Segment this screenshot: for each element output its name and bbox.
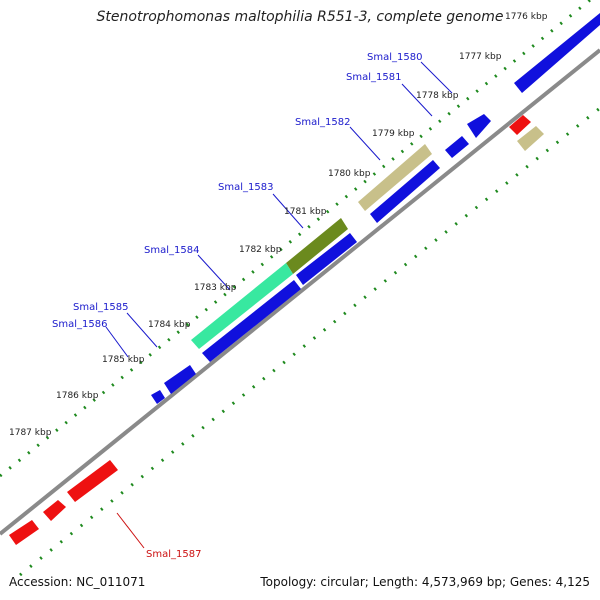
ruler-dotted-line-lower	[19, 106, 600, 577]
leader-line-smal-1582	[349, 126, 381, 161]
ruler-dotted-line-upper	[0, 0, 593, 478]
ruler-label-1781: 1781 kbp	[284, 207, 327, 217]
accession-text: Accession: NC_011071	[9, 575, 146, 589]
ruler-label-1783: 1783 kbp	[194, 283, 237, 293]
gene-feature-smal-1587-a[interactable]	[67, 460, 118, 502]
leader-line-smal-1585	[126, 312, 158, 348]
gene-feature-smal-1587-c[interactable]	[9, 520, 39, 545]
gene-label-smal-1580[interactable]: Smal_1580	[367, 52, 422, 63]
gene-label-smal-1582[interactable]: Smal_1582	[295, 117, 350, 128]
gene-feature-smal-1581[interactable]	[445, 136, 469, 158]
map-title: Stenotrophomonas maltophilia R551-3, com…	[96, 9, 504, 25]
leader-line-smal-1584	[197, 254, 231, 291]
leader-line-smal-1587	[116, 512, 145, 549]
ruler-label-1782: 1782 kbp	[239, 245, 282, 255]
gene-feature-smal-1582[interactable]	[358, 144, 432, 211]
gene-label-smal-1587[interactable]: Smal_1587	[146, 549, 201, 560]
leader-line-smal-1581	[401, 83, 433, 117]
gene-feature-smal-1587-b[interactable]	[43, 500, 66, 521]
ruler-label-1779: 1779 kbp	[372, 129, 415, 139]
genome-summary-text: Topology: circular; Length: 4,573,969 bp…	[260, 575, 590, 589]
genome-backbone	[0, 48, 600, 536]
gene-feature-smal-1586[interactable]	[151, 390, 165, 404]
gene-label-smal-1583[interactable]: Smal_1583	[218, 182, 273, 193]
gene-label-smal-1584[interactable]: Smal_1584	[144, 245, 199, 256]
ruler-label-1785: 1785 kbp	[102, 355, 145, 365]
gene-feature-reverse-tan[interactable]	[517, 126, 544, 151]
leader-line-smal-1583	[272, 193, 304, 229]
leader-line-smal-1580	[420, 61, 453, 94]
leader-line-smal-1586	[105, 326, 129, 358]
gene-feature-smal-1583-forward[interactable]	[296, 233, 357, 285]
gene-feature-smal-1585[interactable]	[164, 365, 196, 394]
gene-feature-smal-1580[interactable]	[467, 114, 491, 138]
ruler-label-1776: 1776 kbp	[505, 12, 548, 22]
gene-label-smal-1581[interactable]: Smal_1581	[346, 72, 401, 83]
ruler-label-1786: 1786 kbp	[56, 391, 99, 401]
ruler-label-1787: 1787 kbp	[9, 428, 52, 438]
ruler-label-1778: 1778 kbp	[416, 91, 459, 101]
gene-feature-smal-1584[interactable]	[191, 263, 293, 349]
ruler-label-1784: 1784 kbp	[148, 320, 191, 330]
ruler-label-1780: 1780 kbp	[328, 169, 371, 179]
ruler-label-1777: 1777 kbp	[459, 52, 502, 62]
gene-feature-smal-1583[interactable]	[286, 218, 348, 274]
gene-feature-smal-1584-forward[interactable]	[202, 280, 301, 362]
gene-feature-top-right[interactable]	[514, 13, 600, 93]
gene-feature-reverse-top[interactable]	[509, 115, 531, 135]
gene-label-smal-1585[interactable]: Smal_1585	[73, 302, 128, 313]
gene-feature-smal-1582-forward[interactable]	[370, 160, 440, 223]
gene-label-smal-1586[interactable]: Smal_1586	[52, 319, 107, 330]
